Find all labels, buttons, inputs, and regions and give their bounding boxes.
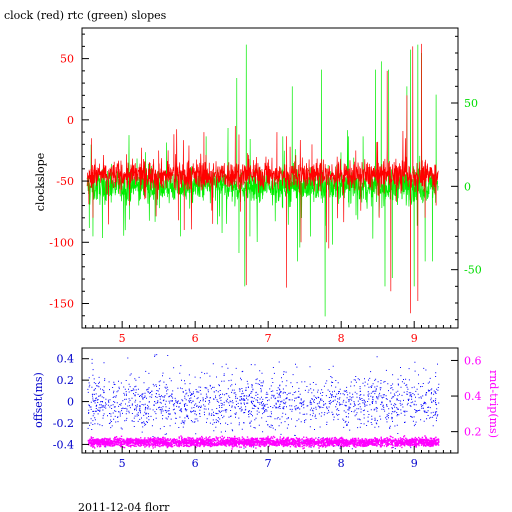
top-chart: 5 6 7 8 9 50 0 -50 -100 -150 50 0 -50 clockslope xyxy=(34,27,482,345)
bottom-x-tick-label: 6 xyxy=(192,457,199,470)
bottom-y-axis-label: offset(ms) xyxy=(32,372,45,428)
top-y-tick-label: 0 xyxy=(67,114,74,127)
bottom-axis-ticks: 5 6 7 8 9 0.4 0.2 0 -0.2 -0.4 0.6 0.4 0.2 xyxy=(53,353,482,470)
bottom-y-tick-label: -0.4 xyxy=(53,438,74,451)
bottom-y-tick-label: 0 xyxy=(67,396,74,409)
bottom-plot-data xyxy=(87,354,440,450)
bottom-plot-frame xyxy=(81,347,459,454)
top-chart-title: clock (red) rtc (green) slopes xyxy=(4,9,167,22)
bottom-x-tick-label: 7 xyxy=(265,457,272,470)
top-plot-data xyxy=(86,43,439,317)
bottom-y2-axis-label: rnd-trip(ms) xyxy=(487,370,500,438)
bottom-x-tick-label: 5 xyxy=(119,457,126,470)
top-y2-tick-label: 50 xyxy=(464,97,478,110)
footer-caption: 2011-12-04 florr xyxy=(78,501,170,512)
top-y-tick-label: -100 xyxy=(49,236,74,249)
top-y-tick-label: -150 xyxy=(49,298,74,311)
bottom-y-tick-label: 0.2 xyxy=(57,374,75,387)
bottom-y2-tick-label: 0.6 xyxy=(464,354,482,367)
top-y-tick-label: -50 xyxy=(56,175,74,188)
top-plot-frame xyxy=(81,27,459,329)
bottom-y2-tick-label: 0.2 xyxy=(464,426,482,439)
bottom-y2-tick-label: 0.4 xyxy=(464,390,482,403)
bottom-chart: 5 6 7 8 9 0.4 0.2 0 -0.2 -0.4 0.6 0.4 0.2 offset(ms)… xyxy=(32,347,500,470)
top-x-tick-label: 6 xyxy=(192,332,199,345)
top-axis-ticks: 5 6 7 8 9 50 0 -50 -100 -150 50 0 -50 xyxy=(49,33,482,345)
top-y-tick-label: 50 xyxy=(60,53,74,66)
bottom-x-tick-label: 9 xyxy=(411,457,418,470)
top-x-tick-label: 7 xyxy=(265,332,272,345)
top-y2-tick-label: 0 xyxy=(464,180,471,193)
offset-scatter-points xyxy=(87,354,440,450)
bottom-y-tick-label: -0.2 xyxy=(53,417,74,430)
top-y2-tick-label: -50 xyxy=(464,264,482,277)
top-x-tick-label: 9 xyxy=(411,332,418,345)
top-y-axis-label: clockslope xyxy=(34,153,47,211)
clock-series-line xyxy=(86,43,439,314)
bottom-x-tick-label: 8 xyxy=(338,457,345,470)
rnd-trip-scatter-points xyxy=(87,435,440,450)
top-x-tick-label: 5 xyxy=(119,332,126,345)
bottom-y-tick-label: 0.4 xyxy=(57,353,75,366)
top-x-tick-label: 8 xyxy=(338,332,345,345)
